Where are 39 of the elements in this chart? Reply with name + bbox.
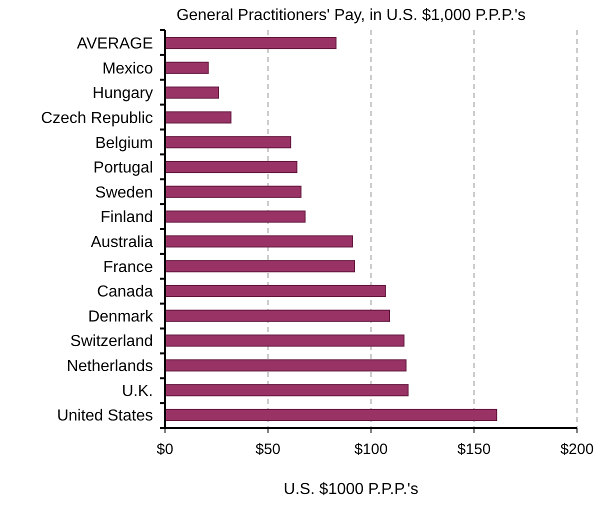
bar — [164, 186, 302, 198]
bar — [164, 111, 232, 124]
y-tick-label: Denmark — [88, 308, 154, 326]
x-tick-label: $200 — [560, 441, 594, 458]
x-tick-label: $100 — [354, 441, 388, 458]
y-tick-label: Netherlands — [66, 358, 153, 375]
y-tick-label: AVERAGE — [76, 36, 153, 53]
y-tick-label: Switzerland — [70, 333, 153, 350]
bar — [164, 408, 498, 422]
y-tick-label: Sweden — [95, 184, 153, 202]
y-tick-label: United States — [56, 408, 153, 425]
x-axis-title: U.S. $1000 P.P.P.'s — [284, 481, 418, 498]
bar — [164, 310, 390, 322]
y-tick-label: Australia — [90, 234, 154, 251]
y-tick-label: Belgium — [95, 134, 153, 152]
y-tick-label: Czech Republic — [40, 110, 153, 128]
x-tick-label: $0 — [156, 441, 174, 458]
bar — [164, 359, 407, 372]
bar — [164, 260, 356, 272]
y-tick-label: France — [103, 258, 154, 276]
chart-title: General Practitioners' Pay, in U.S. $1,000 P.P.P.'s — [176, 7, 526, 24]
y-tick-label: Hungary — [92, 85, 153, 102]
x-tick-label: $150 — [457, 441, 491, 458]
bar — [164, 36, 336, 50]
bar — [164, 235, 353, 248]
y-tick-label: Finland — [100, 209, 153, 226]
bar — [164, 210, 306, 223]
bar — [164, 384, 409, 396]
y-tick-label: Portugal — [93, 160, 153, 177]
x-tick-label: $50 — [255, 441, 281, 458]
bar — [164, 86, 220, 99]
bar — [164, 334, 404, 347]
bar — [164, 284, 386, 298]
bar — [164, 136, 292, 148]
y-tick-label: U.K. — [122, 382, 153, 400]
bar — [164, 160, 298, 174]
y-tick-label: Mexico — [102, 60, 154, 78]
y-tick-label: Canada — [96, 284, 154, 301]
bar — [164, 62, 209, 74]
